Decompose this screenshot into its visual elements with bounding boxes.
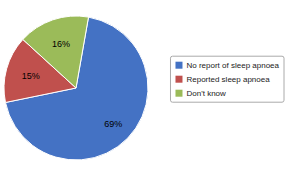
legend-swatch bbox=[175, 62, 182, 69]
data-label: 16% bbox=[52, 39, 70, 49]
pie-slice bbox=[23, 16, 89, 88]
legend-label: No report of sleep apnoea bbox=[186, 61, 279, 70]
chart: 69% 15% 16% No report of sleep apnoea Report… bbox=[0, 0, 287, 176]
legend: No report of sleep apnoea Reported sleep … bbox=[170, 56, 284, 102]
data-label: 15% bbox=[22, 71, 40, 81]
legend-swatch bbox=[175, 76, 182, 83]
legend-frame bbox=[170, 56, 284, 102]
legend-label: Don't know bbox=[186, 89, 226, 98]
legend-swatch bbox=[175, 90, 182, 97]
legend-label: Reported sleep apnoea bbox=[186, 75, 270, 84]
data-label: 69% bbox=[104, 119, 122, 129]
data-labels: 69% 15% 16% bbox=[22, 39, 122, 129]
slices bbox=[4, 16, 148, 160]
